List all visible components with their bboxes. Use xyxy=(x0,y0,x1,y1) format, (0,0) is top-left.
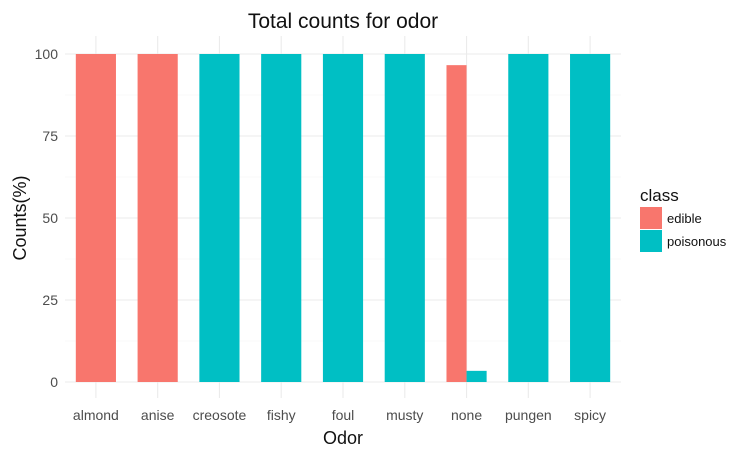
bar-pungen-poisonous xyxy=(508,54,549,382)
x-tick-label: musty xyxy=(386,407,423,423)
y-tick-label: 50 xyxy=(42,210,58,226)
y-axis-ticks: 0 25 50 75 100 xyxy=(35,46,59,390)
y-tick-label: 25 xyxy=(42,292,58,308)
bar-none-poisonous xyxy=(466,370,487,382)
legend-title: class xyxy=(640,186,679,205)
y-tick-label: 0 xyxy=(50,374,58,390)
legend-swatch-edible xyxy=(640,207,662,229)
bar-spicy-poisonous xyxy=(570,54,611,382)
bar-anise-edible xyxy=(137,54,178,382)
bar-musty-poisonous xyxy=(384,54,425,382)
x-tick-label: spicy xyxy=(574,407,606,423)
y-tick-label: 100 xyxy=(35,46,59,62)
legend: class edible poisonous xyxy=(640,186,727,252)
legend-label-poisonous: poisonous xyxy=(667,234,727,249)
x-tick-label: none xyxy=(451,407,482,423)
bars xyxy=(75,54,611,382)
x-axis-title: Odor xyxy=(323,428,363,448)
x-tick-label: foul xyxy=(332,407,355,423)
legend-label-edible: edible xyxy=(667,211,702,226)
bar-fishy-poisonous xyxy=(261,54,302,382)
x-tick-label: anise xyxy=(141,407,175,423)
y-tick-label: 75 xyxy=(42,128,58,144)
bar-almond-edible xyxy=(75,54,116,382)
chart-title: Total counts for odor xyxy=(248,10,438,33)
x-tick-label: almond xyxy=(73,407,119,423)
bar-creosote-poisonous xyxy=(199,54,240,382)
x-tick-label: pungen xyxy=(505,407,552,423)
legend-swatch-poisonous xyxy=(640,230,662,252)
x-axis-ticks: almond anise creosote fishy foul musty none pun… xyxy=(73,407,606,423)
bar-none-edible xyxy=(446,65,467,382)
x-tick-label: fishy xyxy=(267,407,296,423)
y-axis-title: Counts(%) xyxy=(10,175,30,260)
x-tick-label: creosote xyxy=(193,407,247,423)
bar-foul-poisonous xyxy=(322,54,364,382)
